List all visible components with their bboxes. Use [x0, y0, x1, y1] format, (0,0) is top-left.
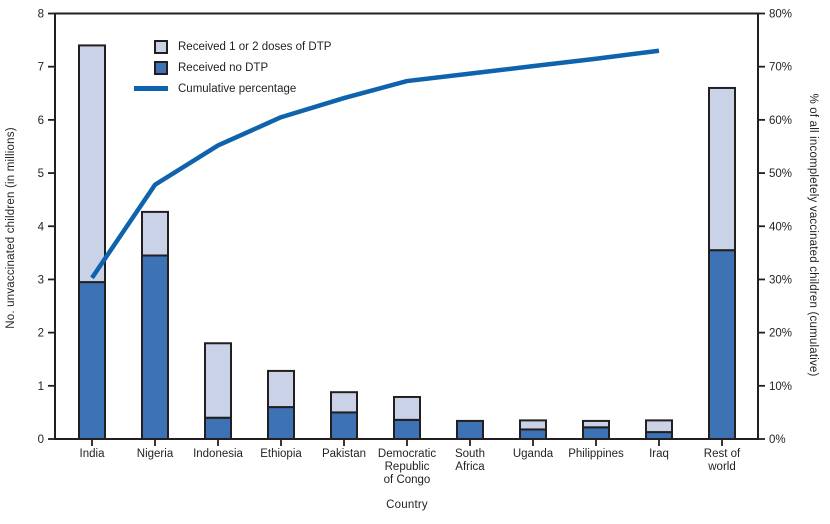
dose12-swatch-icon	[154, 39, 168, 54]
x-tick-label-south-africa: South Africa	[455, 448, 485, 473]
left-axis-tick-label: 1	[38, 381, 44, 393]
bar-ethiopia-received-1-or-2-doses-of-dtp	[267, 369, 295, 409]
x-tick-label-pakistan: Pakistan	[322, 448, 366, 460]
bar-philippines-received-no-dtp	[582, 426, 610, 440]
legend-label-no-dtp: Received no DTP	[178, 61, 269, 74]
left-axis-tick-label: 3	[38, 274, 44, 286]
bar-ethiopia-received-no-dtp	[267, 406, 295, 440]
right-axis-tick-label: 50%	[769, 168, 792, 180]
bar-nigeria-received-no-dtp	[141, 254, 169, 440]
bar-rest-of-world-received-1-or-2-doses-of-dtp	[708, 86, 736, 252]
x-tick-label-democratic-republic-of-congo: Democratic Republic of Congo	[378, 448, 436, 486]
right-axis-tick-label: 30%	[769, 274, 792, 286]
right-axis-tick-label: 80%	[769, 9, 792, 21]
left-axis-tick-label: 2	[38, 328, 44, 340]
bar-indonesia-received-no-dtp	[204, 416, 232, 441]
x-tick-label-ethiopia: Ethiopia	[260, 448, 302, 460]
left-axis-tick-label: 5	[38, 168, 44, 180]
legend-swatch-column	[134, 86, 168, 91]
bar-iraq-received-1-or-2-doses-of-dtp	[645, 419, 673, 434]
bar-democratic-republic-of-congo-received-1-or-2-doses-of-dtp	[393, 395, 421, 421]
x-tick-label-nigeria: Nigeria	[137, 448, 174, 460]
right-axis-title: % of all incompletely vaccinated childre…	[807, 93, 819, 377]
bar-indonesia-received-1-or-2-doses-of-dtp	[204, 342, 232, 419]
legend-item-no-dtp: Received no DTP	[134, 57, 331, 78]
bar-pakistan-received-no-dtp	[330, 411, 358, 440]
bar-nigeria-received-1-or-2-doses-of-dtp	[141, 210, 169, 257]
cumulative-line-swatch-icon	[134, 86, 168, 91]
left-axis-title: No. unvaccinated children (in millions)	[5, 127, 17, 329]
legend-item-dose12: Received 1 or 2 doses of DTP	[134, 36, 331, 57]
bar-uganda-received-no-dtp	[519, 428, 547, 440]
bar-south-africa-received-no-dtp	[456, 419, 484, 441]
bar-india-received-no-dtp	[78, 281, 106, 440]
x-tick-label-iraq: Iraq	[649, 448, 669, 460]
right-axis-tick-label: 60%	[769, 115, 792, 127]
legend-label-cumulative: Cumulative percentage	[178, 82, 297, 95]
x-tick-label-uganda: Uganda	[513, 448, 554, 460]
bar-philippines-received-1-or-2-doses-of-dtp	[582, 419, 610, 429]
bar-india-received-1-or-2-doses-of-dtp	[78, 44, 106, 284]
right-axis-tick-label: 40%	[769, 221, 792, 233]
x-tick-label-india: India	[80, 448, 106, 460]
cumulative-percentage-line	[90, 48, 660, 280]
legend-item-cumulative: Cumulative percentage	[134, 78, 331, 99]
legend-swatch-column	[134, 39, 168, 54]
x-tick-label-rest-of-world: Rest of world	[704, 448, 741, 473]
left-axis-tick-label: 7	[38, 62, 44, 74]
bar-democratic-republic-of-congo-received-no-dtp	[393, 418, 421, 441]
x-tick-label-philippines: Philippines	[568, 448, 624, 460]
legend-swatch-column	[134, 60, 168, 75]
chart-legend: Received 1 or 2 doses of DTP Received no…	[134, 36, 331, 99]
left-axis-tick-label: 6	[38, 115, 44, 127]
left-axis-tick-label: 8	[38, 9, 44, 21]
right-axis-tick-label: 20%	[769, 328, 792, 340]
bar-uganda-received-1-or-2-doses-of-dtp	[519, 419, 547, 431]
left-axis-tick-label: 0	[38, 434, 44, 446]
bar-rest-of-world-received-no-dtp	[708, 249, 736, 440]
bar-pakistan-received-1-or-2-doses-of-dtp	[330, 391, 358, 414]
right-axis-tick-label: 10%	[769, 381, 792, 393]
no-dtp-swatch-icon	[154, 60, 168, 75]
left-axis-tick-label: 4	[38, 221, 45, 233]
right-axis-tick-label: 70%	[769, 62, 792, 74]
bar-iraq-received-no-dtp	[645, 431, 673, 441]
legend-label-dose12: Received 1 or 2 doses of DTP	[178, 40, 332, 53]
x-axis-title: Country	[386, 499, 428, 511]
x-tick-label-indonesia: Indonesia	[193, 448, 243, 460]
right-axis-tick-label: 0%	[769, 434, 786, 446]
